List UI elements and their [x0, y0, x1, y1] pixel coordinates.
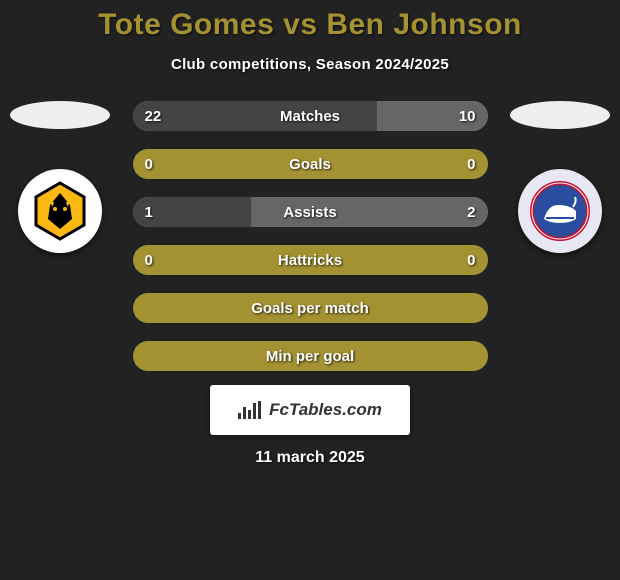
content: Matches2210Goals00Assists12Hattricks00Go…	[0, 101, 620, 371]
attribution-badge: FcTables.com	[210, 385, 410, 435]
stat-label: Goals	[133, 149, 488, 179]
stat-fill-left	[133, 197, 251, 227]
right-player-photo-placeholder	[510, 101, 610, 129]
ipswich-logo-icon	[528, 179, 592, 243]
stats-bars: Matches2210Goals00Assists12Hattricks00Go…	[133, 101, 488, 371]
stat-value-right: 0	[455, 245, 487, 275]
stat-row: Hattricks0 0	[133, 245, 488, 275]
left-player-column	[10, 101, 110, 253]
comparison-card: Tote Gomes vs Ben Johnson Club competiti…	[0, 0, 620, 580]
stat-row: Goals per match	[133, 293, 488, 323]
left-player-photo-placeholder	[10, 101, 110, 129]
stat-fill-right	[251, 197, 488, 227]
chart-icon	[238, 401, 261, 419]
stat-label: Hattricks	[133, 245, 488, 275]
date: 11 march 2025	[0, 449, 620, 467]
stat-row: Assists12	[133, 197, 488, 227]
stat-row: Goals0 0	[133, 149, 488, 179]
right-team-badge	[518, 169, 602, 253]
left-team-badge	[18, 169, 102, 253]
attribution-text: FcTables.com	[269, 400, 382, 420]
stat-fill-left	[133, 101, 377, 131]
stat-label: Goals per match	[133, 293, 488, 323]
stat-row: Matches2210	[133, 101, 488, 131]
stat-value-left: 0	[133, 149, 165, 179]
stat-fill-right	[377, 101, 488, 131]
stat-value-right: 0	[455, 149, 487, 179]
right-player-column	[510, 101, 610, 253]
stat-label: Min per goal	[133, 341, 488, 371]
stat-row: Min per goal	[133, 341, 488, 371]
wolves-logo-icon	[28, 179, 92, 243]
page-title: Tote Gomes vs Ben Johnson	[0, 0, 620, 42]
subtitle: Club competitions, Season 2024/2025	[0, 56, 620, 73]
stat-value-left: 0	[133, 245, 165, 275]
